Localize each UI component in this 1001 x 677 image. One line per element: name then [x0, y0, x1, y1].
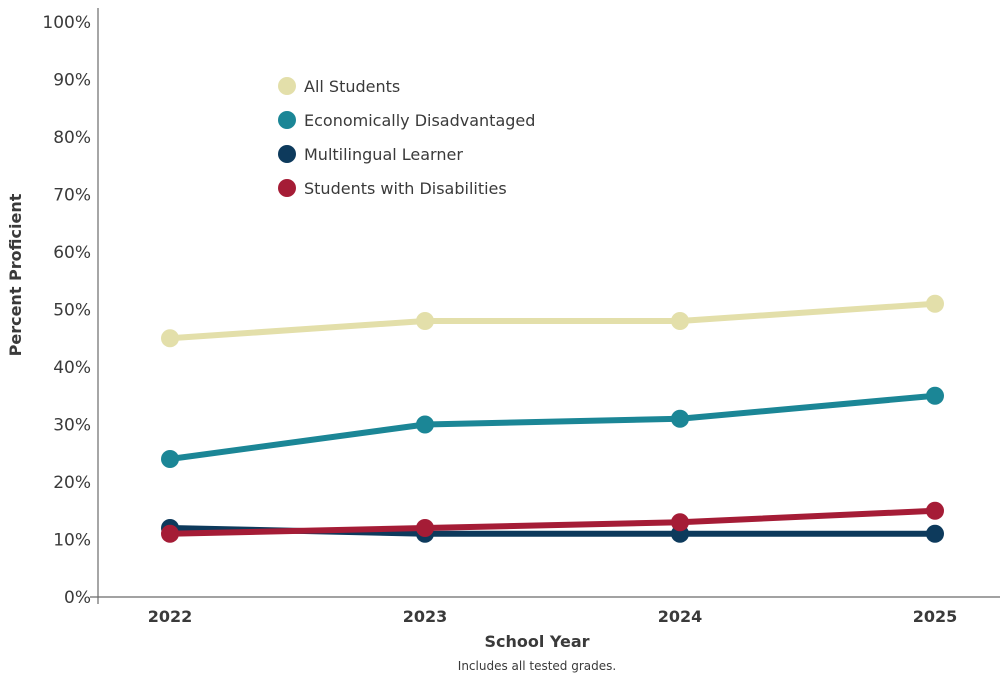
- x-tick-label: 2024: [658, 607, 703, 626]
- y-tick-labels: 0% 10% 20% 30% 40% 50% 60% 70% 80% 90% 100%: [42, 13, 91, 608]
- data-point: [416, 415, 434, 434]
- series-line: [167, 392, 938, 462]
- data-point: [926, 524, 944, 543]
- data-point: [161, 450, 179, 468]
- data-point: [416, 312, 434, 330]
- y-tick-label: 60%: [53, 243, 91, 263]
- y-tick-label: 50%: [53, 301, 91, 321]
- footnote: Includes all tested grades.: [458, 659, 616, 673]
- y-tick-label: 40%: [53, 358, 91, 378]
- y-tick-label: 90%: [53, 71, 91, 91]
- x-tick-labels: 2022 2023 2024 2025: [148, 607, 958, 626]
- legend-marker: [278, 111, 296, 129]
- series-line: [167, 300, 938, 342]
- y-tick-label: 20%: [53, 473, 91, 493]
- y-tick-label: 80%: [53, 128, 91, 148]
- x-axis-title: School Year: [484, 632, 589, 651]
- legend-label: All Students: [304, 77, 400, 96]
- legend: All Students Economically Disadvantaged Mu…: [278, 77, 535, 198]
- data-point: [926, 501, 944, 520]
- y-tick-label: 30%: [53, 416, 91, 436]
- x-tick-label: 2022: [148, 607, 193, 626]
- data-point: [926, 386, 944, 405]
- y-tick-label: 70%: [53, 186, 91, 206]
- legend-label: Students with Disabilities: [304, 179, 507, 198]
- series-layer: [161, 294, 944, 543]
- data-point: [671, 409, 689, 428]
- y-tick-label: 100%: [42, 13, 91, 33]
- data-point: [416, 519, 434, 537]
- data-point: [161, 524, 179, 543]
- legend-marker: [278, 77, 296, 95]
- x-tick-label: 2025: [913, 607, 958, 626]
- y-tick-label: 10%: [53, 531, 91, 551]
- data-point: [926, 294, 944, 313]
- series-line: [167, 507, 938, 537]
- data-point: [671, 312, 689, 330]
- legend-label: Economically Disadvantaged: [304, 111, 535, 130]
- legend-marker: [278, 179, 296, 197]
- data-point: [671, 513, 689, 532]
- x-tick-label: 2023: [403, 607, 448, 626]
- data-point: [161, 329, 179, 348]
- legend-label: Multilingual Learner: [304, 145, 463, 164]
- y-axis-title: Percent Proficient: [6, 193, 25, 356]
- legend-marker: [278, 145, 296, 163]
- y-tick-label: 0%: [64, 588, 91, 608]
